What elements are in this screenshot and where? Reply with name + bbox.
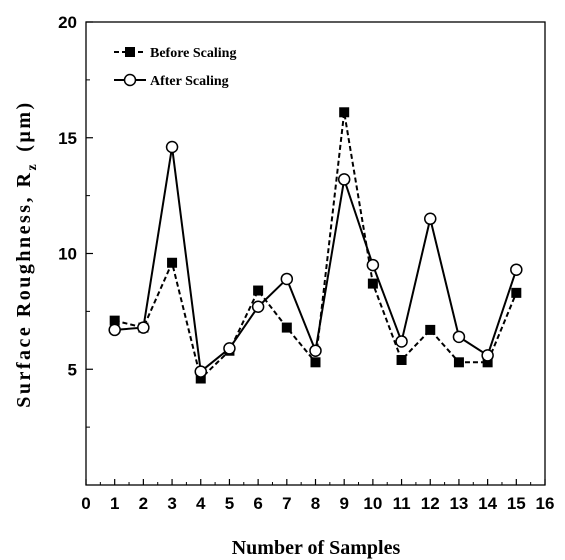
data-point <box>310 357 321 368</box>
x-tick-label: 6 <box>253 494 262 513</box>
legend-label-before-scaling: Before Scaling <box>150 46 236 61</box>
data-point <box>424 212 437 226</box>
y-tick-label: 5 <box>68 360 77 379</box>
x-tick-label: 3 <box>167 494 176 513</box>
x-tick-label: 14 <box>478 494 497 513</box>
x-tick-label: 11 <box>393 494 411 513</box>
x-tick-label: 8 <box>311 494 320 513</box>
x-tick-label: 0 <box>81 494 90 513</box>
data-point <box>337 173 351 186</box>
data-point <box>109 315 120 326</box>
legend-label-after-scaling: After Scaling <box>150 74 229 89</box>
x-tick-label: 13 <box>449 494 468 513</box>
legend: Before Scaling After Scaling <box>114 46 236 89</box>
x-tick-label: 12 <box>421 494 440 513</box>
data-point <box>366 258 380 272</box>
data-point <box>251 300 265 313</box>
data-point <box>511 287 522 298</box>
legend-marker-after-scaling <box>123 73 137 87</box>
data-point <box>137 321 150 334</box>
y-axis-title-unit: (µm) <box>13 100 35 152</box>
data-point <box>367 278 378 289</box>
data-point <box>425 324 436 335</box>
data-point <box>167 257 178 268</box>
data-point <box>309 344 322 357</box>
x-axis-title: Number of Samples <box>232 537 401 559</box>
y-axis-title: Surface Roughness, Rz (µm) <box>13 100 40 407</box>
x-tick-label: 2 <box>139 494 148 513</box>
x-tick-label: 7 <box>282 494 291 513</box>
data-point <box>395 335 408 348</box>
data-point <box>223 342 236 355</box>
series-after-scaling <box>108 140 523 378</box>
x-tick-label: 1 <box>110 494 119 513</box>
data-point <box>280 272 294 286</box>
data-point <box>253 285 264 296</box>
x-tick-label: 5 <box>225 494 234 513</box>
y-tick-label: 20 <box>58 13 77 32</box>
axis-ticks <box>85 21 546 485</box>
x-tick-label: 15 <box>507 494 526 513</box>
series-layer <box>108 107 523 384</box>
y-tick-label: 10 <box>58 245 77 264</box>
data-point <box>510 263 523 276</box>
data-point <box>165 140 179 154</box>
y-axis-title-subscript: z <box>25 162 40 171</box>
data-point <box>453 357 464 368</box>
y-axis-title-main: Surface Roughness, R <box>13 170 35 407</box>
data-point <box>396 354 407 365</box>
data-point <box>482 357 493 368</box>
y-tick-label: 15 <box>58 129 77 148</box>
data-point <box>452 330 466 344</box>
data-point <box>195 373 206 384</box>
legend-marker-before-scaling <box>125 47 135 57</box>
data-point <box>108 323 121 337</box>
data-point <box>194 365 207 378</box>
x-tick-label: 9 <box>339 494 348 513</box>
data-point <box>481 349 494 362</box>
data-point <box>339 107 350 118</box>
x-tick-label: 4 <box>196 494 206 513</box>
data-point <box>281 322 292 333</box>
x-tick-label: 10 <box>363 494 382 513</box>
x-tick-label: 16 <box>536 494 555 513</box>
